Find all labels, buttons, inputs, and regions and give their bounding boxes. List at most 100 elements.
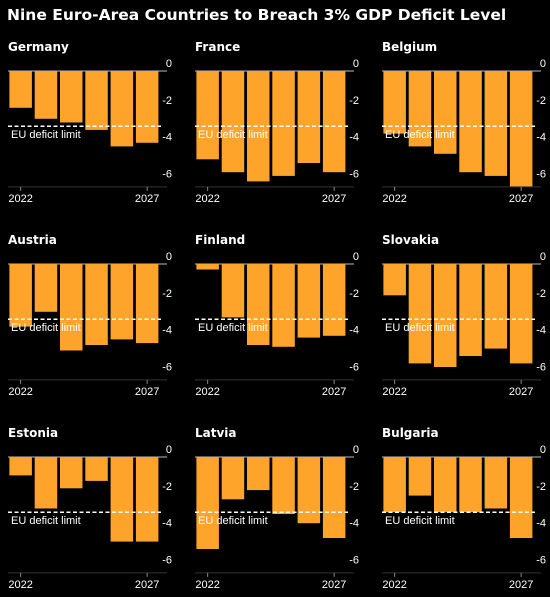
chart-title: Nine Euro-Area Countries to Breach 3% GD… xyxy=(7,6,507,24)
bar-latvia-2027 xyxy=(322,457,346,538)
panel-title: Belgium xyxy=(382,40,437,54)
panel-austria: Austria EU deficit limit 0 -2 -4 -6 2022 2027 xyxy=(8,233,172,398)
panel-title: Slovakia xyxy=(382,233,439,247)
bar-germany-2023 xyxy=(34,71,58,119)
y-tick-label: -4 xyxy=(349,518,359,530)
eu-limit-label: EU deficit limit xyxy=(11,515,81,527)
panel-latvia: Latvia EU deficit limit 0 -2 -4 -6 2022 2027 xyxy=(195,426,359,591)
bar-france-2026 xyxy=(297,71,321,163)
bar-bulgaria-2026 xyxy=(484,457,508,509)
bar-germany-2024 xyxy=(60,71,83,123)
bar-austria-2022 xyxy=(9,264,32,327)
y-tick-label: -4 xyxy=(162,518,172,530)
y-tick-label: -6 xyxy=(536,168,546,180)
panel-title: France xyxy=(195,40,240,54)
bar-latvia-2025 xyxy=(272,457,295,514)
y-tick-label: -4 xyxy=(536,325,546,337)
y-tick-label: 0 xyxy=(353,444,359,456)
bar-slovakia-2025 xyxy=(459,264,482,356)
x-tick-label: 2027 xyxy=(509,386,533,398)
x-tick-label: 2022 xyxy=(195,386,219,398)
x-tick-label: 2022 xyxy=(382,579,406,591)
y-tick-label: 0 xyxy=(540,444,546,456)
y-tick-label: 0 xyxy=(540,251,546,263)
bar-belgium-2025 xyxy=(459,71,482,173)
y-tick-label: -4 xyxy=(349,325,359,337)
bar-latvia-2026 xyxy=(297,457,321,524)
x-tick-label: 2022 xyxy=(195,579,219,591)
x-tick-label: 2022 xyxy=(8,386,32,398)
bar-bulgaria-2024 xyxy=(434,457,457,513)
y-tick-label: -2 xyxy=(349,288,359,300)
x-tick-label: 2027 xyxy=(322,193,346,205)
y-tick-label: -2 xyxy=(536,288,546,300)
bar-france-2023 xyxy=(221,71,245,173)
bar-latvia-2022 xyxy=(196,457,219,549)
y-tick-label: -2 xyxy=(162,95,172,107)
eu-limit-label: EU deficit limit xyxy=(198,129,268,141)
eu-limit-label: EU deficit limit xyxy=(198,515,268,527)
panel-slovakia: Slovakia EU deficit limit 0 -2 -4 -6 2022 2027 xyxy=(382,233,546,398)
bar-france-2025 xyxy=(272,71,295,176)
y-tick-label: -6 xyxy=(162,168,172,180)
panel-title: Bulgaria xyxy=(382,426,439,440)
y-tick-label: -2 xyxy=(162,288,172,300)
y-tick-label: 0 xyxy=(353,251,359,263)
eu-limit-label: EU deficit limit xyxy=(385,129,455,141)
bar-estonia-2027 xyxy=(135,457,159,542)
panel-finland: Finland EU deficit limit 0 -2 -4 -6 2022 2027 xyxy=(195,233,359,398)
y-tick-label: -6 xyxy=(349,554,359,566)
bar-bulgaria-2022 xyxy=(383,457,406,513)
eu-limit-label: EU deficit limit xyxy=(198,322,268,334)
x-tick-label: 2027 xyxy=(509,579,533,591)
y-tick-label: 0 xyxy=(166,251,172,263)
bar-latvia-2023 xyxy=(221,457,245,500)
eu-limit-label: EU deficit limit xyxy=(11,129,81,141)
bar-estonia-2026 xyxy=(110,457,134,542)
y-tick-label: 0 xyxy=(540,58,546,70)
bar-latvia-2024 xyxy=(247,457,270,491)
panel-title: Finland xyxy=(195,233,245,247)
y-tick-label: -6 xyxy=(536,361,546,373)
y-tick-label: 0 xyxy=(166,58,172,70)
bar-austria-2025 xyxy=(85,264,108,345)
bar-bulgaria-2025 xyxy=(459,457,482,513)
bar-slovakia-2026 xyxy=(484,264,508,349)
bar-finland-2022 xyxy=(196,264,219,270)
x-tick-label: 2022 xyxy=(8,193,32,205)
y-tick-label: -4 xyxy=(162,325,172,337)
panel-title: Austria xyxy=(8,233,57,247)
x-tick-label: 2022 xyxy=(382,386,406,398)
x-tick-label: 2022 xyxy=(195,193,219,205)
y-tick-label: -6 xyxy=(349,361,359,373)
y-tick-label: 0 xyxy=(353,58,359,70)
bar-estonia-2022 xyxy=(9,457,32,476)
bar-finland-2026 xyxy=(297,264,321,338)
bar-slovakia-2023 xyxy=(408,264,432,364)
y-tick-label: -4 xyxy=(536,132,546,144)
x-tick-label: 2022 xyxy=(382,193,406,205)
bar-slovakia-2024 xyxy=(434,264,457,367)
bar-estonia-2024 xyxy=(60,457,83,489)
bar-belgium-2022 xyxy=(383,71,406,134)
bar-france-2024 xyxy=(247,71,270,182)
y-tick-label: -2 xyxy=(349,95,359,107)
y-tick-label: -4 xyxy=(349,132,359,144)
y-tick-label: -6 xyxy=(536,554,546,566)
bar-estonia-2025 xyxy=(85,457,108,481)
y-tick-label: -4 xyxy=(162,132,172,144)
panel-germany: Germany EU deficit limit 0 -2 -4 -6 2022 2027 xyxy=(8,40,172,205)
bar-slovakia-2027 xyxy=(509,264,533,364)
eu-limit-label: EU deficit limit xyxy=(11,322,81,334)
panel-title: Latvia xyxy=(195,426,237,440)
x-tick-label: 2027 xyxy=(509,193,533,205)
y-tick-label: -6 xyxy=(162,554,172,566)
y-tick-label: -6 xyxy=(162,361,172,373)
bar-finland-2023 xyxy=(221,264,245,318)
y-tick-label: -2 xyxy=(162,481,172,493)
bar-estonia-2023 xyxy=(34,457,58,509)
y-tick-label: -2 xyxy=(536,95,546,107)
x-tick-label: 2027 xyxy=(135,386,159,398)
bar-austria-2027 xyxy=(135,264,159,344)
